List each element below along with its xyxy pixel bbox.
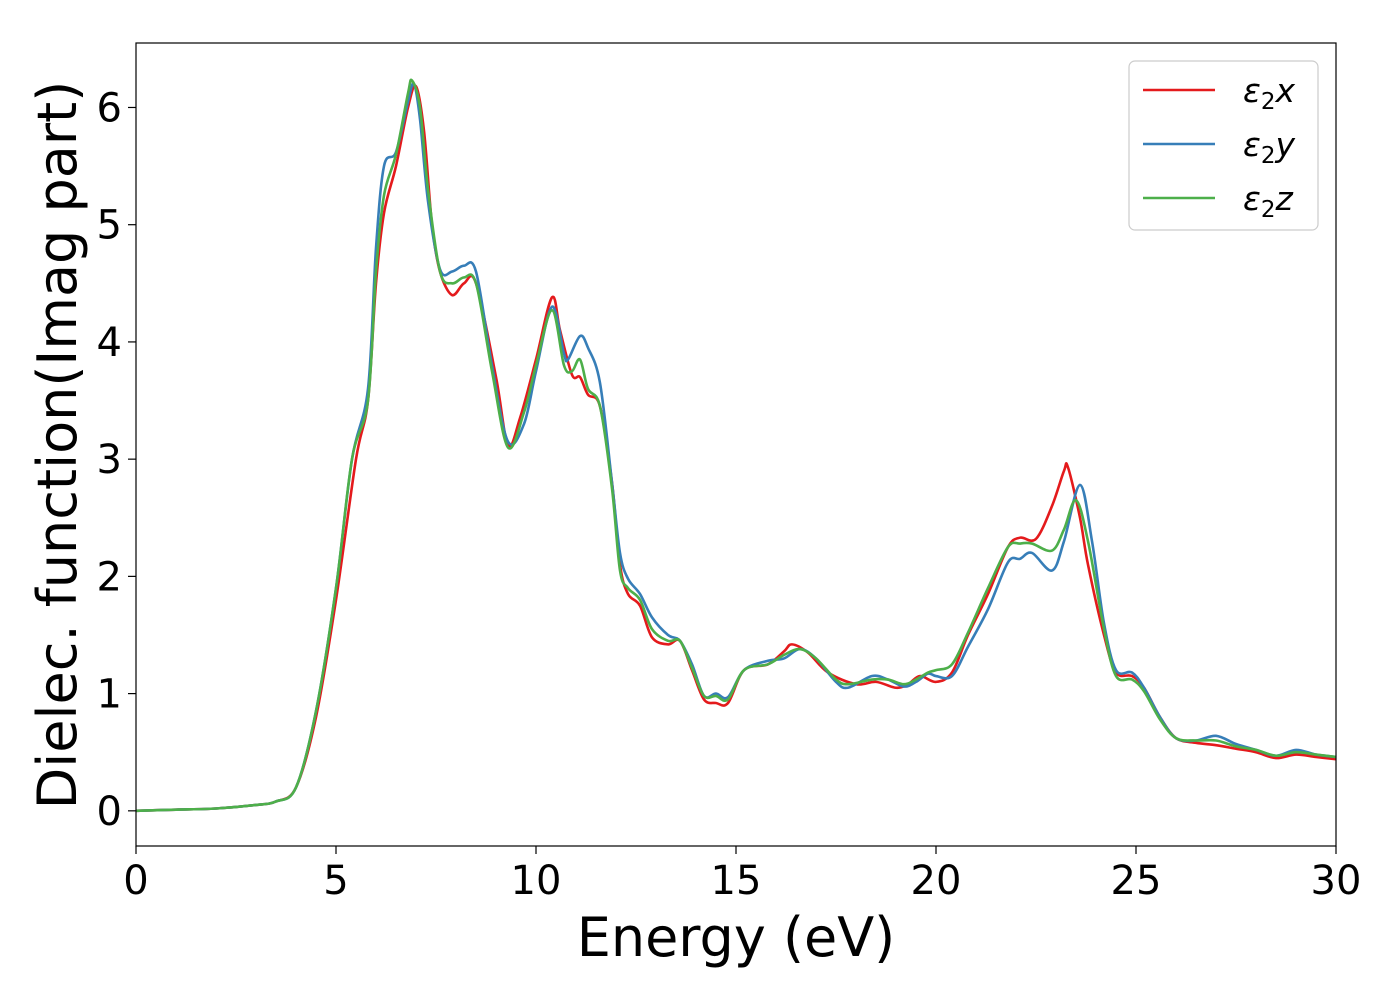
x-tick-label: 15: [711, 858, 762, 904]
y-tick-label: 0: [97, 789, 122, 835]
y-tick-label: 4: [97, 320, 122, 366]
y-tick-label: 2: [97, 554, 122, 600]
legend-label-x: ε2x: [1243, 71, 1295, 115]
y-tick-label: 1: [97, 672, 122, 718]
x-axis-ticks: 0 5 10 15 20 25 30: [123, 846, 1361, 904]
x-tick-label: 10: [511, 858, 562, 904]
y-tick-label: 6: [97, 85, 122, 131]
x-tick-label: 25: [1111, 858, 1162, 904]
y-axis-label: Dielec. function(Imag part): [26, 81, 89, 810]
legend: ε2x ε2y ε2z: [1128, 60, 1319, 231]
x-tick-label: 30: [1311, 858, 1362, 904]
series-line-z: [136, 78, 1336, 813]
legend-label-z: ε2z: [1243, 179, 1293, 223]
y-tick-label: 3: [97, 437, 122, 483]
x-tick-label: 0: [123, 858, 148, 904]
series-layer: [136, 78, 1336, 813]
legend-frame: [1128, 60, 1319, 231]
y-tick-label: 5: [97, 203, 122, 249]
legend-label-y: ε2y: [1243, 125, 1295, 169]
y-axis-ticks: 0 1 2 3 4 5 6: [97, 85, 136, 835]
x-tick-label: 5: [323, 858, 348, 904]
x-tick-label: 20: [911, 858, 962, 904]
x-axis-label: Energy (eV): [577, 906, 896, 969]
